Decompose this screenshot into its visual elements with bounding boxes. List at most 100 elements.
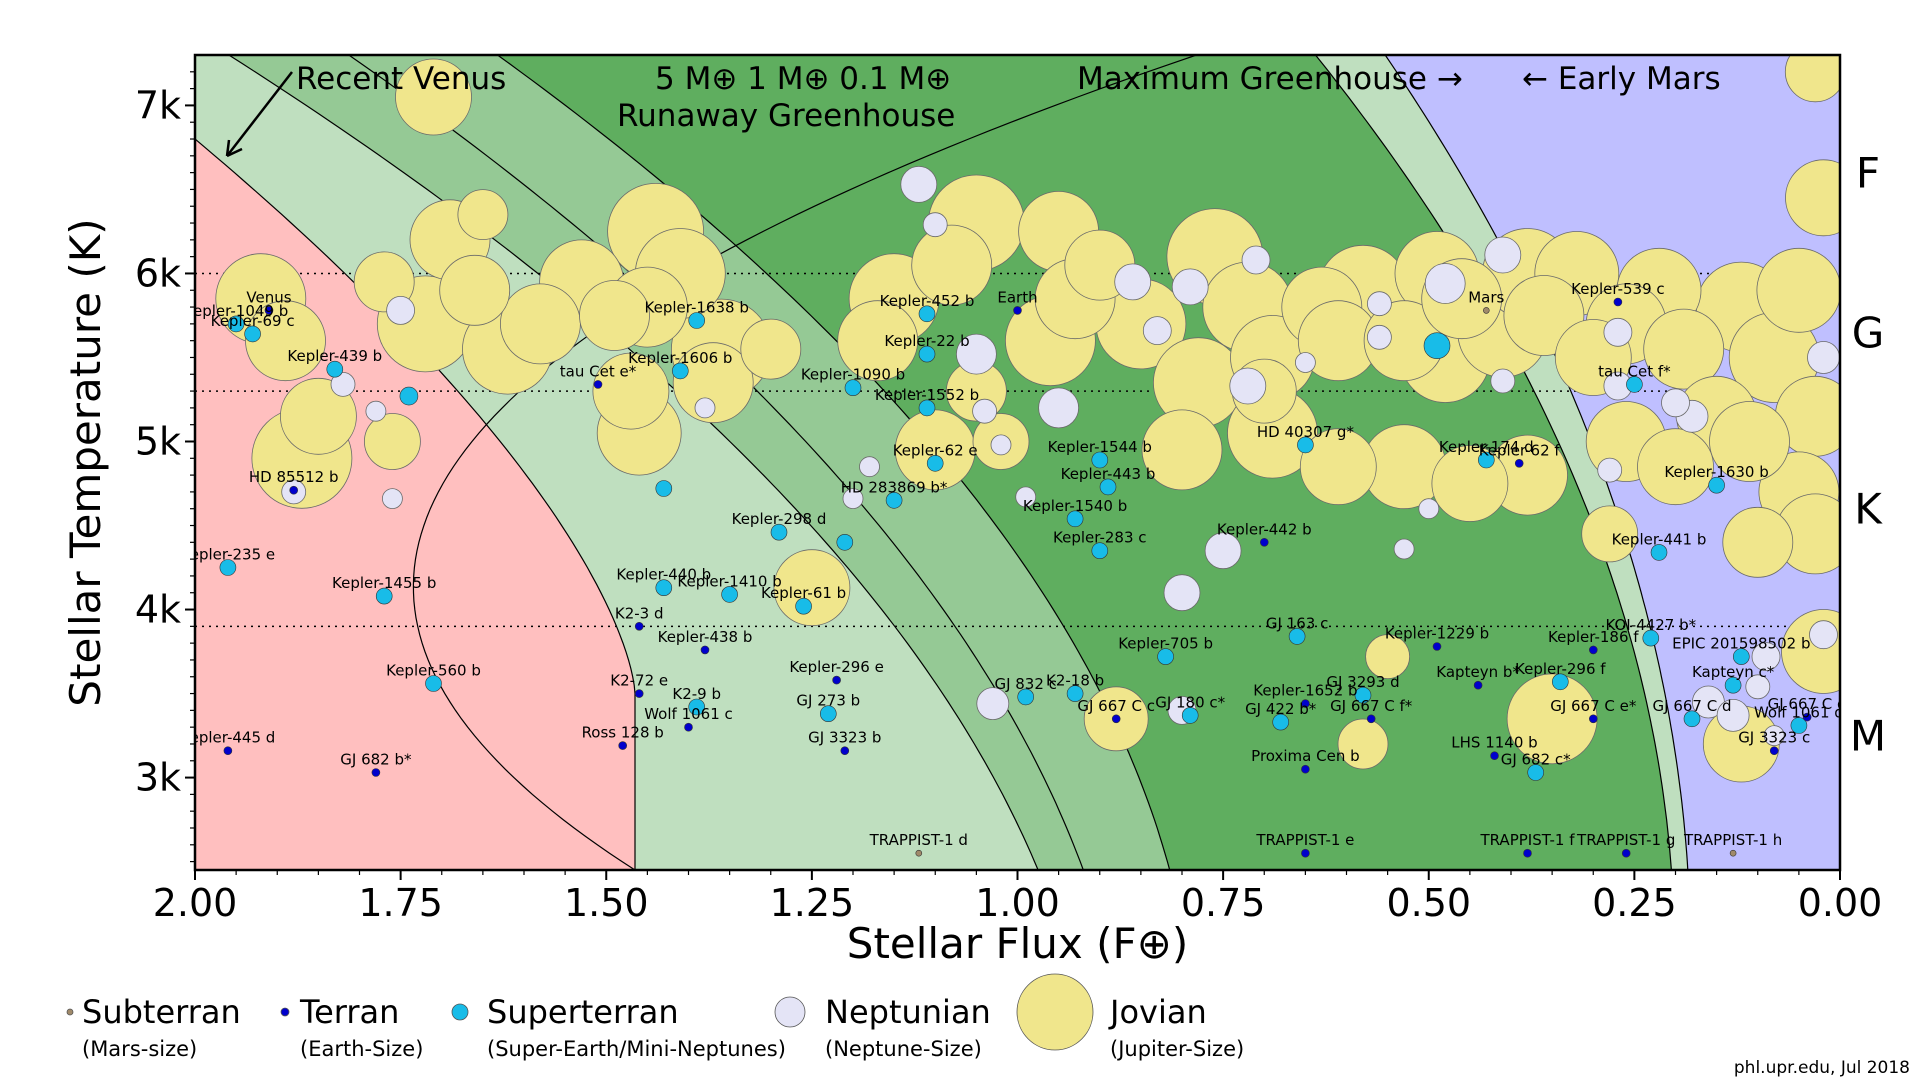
planet-label: Kepler-1606 b [628, 349, 732, 367]
planet-point [1527, 764, 1544, 781]
spectral-class-F: F [1856, 149, 1880, 198]
planet-point [223, 746, 233, 756]
planet-point [1683, 710, 1701, 728]
planet-point [1724, 676, 1742, 694]
planet-label: K2-9 b [672, 685, 721, 703]
planet-label: Kepler-186 f [1548, 628, 1639, 646]
jovian-legend-marker [1016, 973, 1094, 1051]
jovian-point [1756, 247, 1840, 333]
planet-point [1473, 680, 1483, 690]
planet-label: HD 40307 g* [1257, 423, 1355, 441]
y-tick-label: 4k [135, 588, 181, 632]
planet-point [1013, 306, 1022, 315]
neptunian-point [1424, 263, 1466, 304]
planet-label: Kepler-441 b [1612, 530, 1707, 548]
planet-point [770, 523, 788, 541]
planet-label: TRAPPIST-1 f [1479, 831, 1575, 849]
neptunian-point [1241, 245, 1271, 275]
planet-point [688, 698, 706, 716]
neptunian-point [694, 397, 716, 419]
legend: Subterran (Mars-size) Terran (Earth-Size) Su… [66, 973, 1244, 1061]
planet-label: Venus [246, 288, 291, 306]
planet-point [1769, 746, 1779, 756]
neptunian-point [1171, 268, 1209, 306]
planet-label: GJ 180 c* [1155, 693, 1225, 711]
planet-label: HD 85512 b [249, 468, 339, 486]
x-tick-label: 0.75 [1181, 881, 1266, 925]
planet-label: Kepler-1049 b [184, 302, 288, 320]
planet-label: K2-72 e [610, 672, 668, 690]
planet-point [326, 360, 344, 378]
planet-label: K2-3 d [615, 604, 664, 622]
neptunian-legend-label: Neptunian [825, 993, 991, 1031]
jovian-point [457, 189, 509, 241]
planet-label: Kepler-69 c [211, 312, 295, 330]
planet-label: Proxima Cen b [1251, 747, 1359, 765]
planet-label: Kepler-22 b [884, 332, 969, 350]
planet-point [819, 705, 837, 723]
neptunian-point [1603, 317, 1633, 347]
superterran-point [836, 533, 854, 551]
planet-point [1297, 436, 1314, 454]
neptunian-point [1484, 236, 1522, 274]
planet-label: Kapteyn b* [1436, 663, 1520, 681]
planet-label: GJ 3293 d [1326, 673, 1399, 691]
planet-label: Kepler-61 b [761, 584, 846, 602]
planet-label: TRAPPIST-1 e [1255, 831, 1354, 849]
superterran-legend-sub: (Super-Earth/Mini-Neptunes) [487, 1037, 786, 1061]
planet-label: GJ 832 c [994, 675, 1056, 693]
planet-label: GJ 667 C f* [1330, 697, 1413, 715]
jovian-point [1637, 428, 1714, 506]
jovian-point [395, 58, 472, 136]
planet-label: Kepler-1544 b [1048, 438, 1152, 456]
neptunian-point [956, 333, 997, 375]
neptunian-point [1751, 642, 1781, 671]
planet-label: GJ 667 C c [1077, 697, 1155, 715]
planet-point [1729, 849, 1737, 857]
planet-point [1091, 451, 1109, 469]
planet-point [926, 454, 944, 472]
planet-point [1802, 712, 1812, 722]
x-tick-label: 1.25 [770, 881, 855, 925]
planet-point [918, 345, 936, 363]
planet-label: Kepler-1630 b [1664, 463, 1768, 481]
planet-label: GJ 682 c* [1501, 751, 1571, 769]
planet-point [1354, 686, 1372, 704]
planet-label: GJ 3323 c [1738, 729, 1810, 747]
planet-label: K2-18 b [1046, 672, 1104, 690]
planet-point [1066, 685, 1084, 702]
jovian-point [1722, 506, 1794, 578]
jovian-point [245, 300, 326, 382]
x-tick-label: 0.50 [1386, 881, 1471, 925]
planet-label: Kepler-438 b [658, 628, 753, 646]
planet-point [618, 741, 628, 750]
neptunian-point [1114, 263, 1152, 301]
neptunian-point [1229, 367, 1267, 405]
planet-point [918, 305, 936, 323]
planet-label: Mars [1468, 288, 1504, 306]
planet-point [1642, 629, 1660, 647]
planet-label: GJ 422 b* [1245, 700, 1317, 718]
neptunian-legend-marker [774, 996, 806, 1028]
planet-label: Kepler-296 e [789, 658, 883, 676]
planet-point [1552, 673, 1569, 691]
neptunian-point [1142, 316, 1172, 346]
zone-boundary-5 [1315, 55, 1672, 870]
neptunian-point [330, 371, 356, 397]
neptunian-legend-sub: (Neptune-Size) [825, 1037, 982, 1061]
runaway-greenhouse-label: Runaway Greenhouse [617, 98, 955, 134]
planet-label: Earth [997, 288, 1037, 306]
planet-label: tau Cet f* [1598, 362, 1671, 380]
planet-point [844, 379, 862, 397]
superterran-point [655, 480, 673, 497]
subterran-legend-sub: (Mars-size) [82, 1037, 197, 1061]
jovian-point [592, 352, 670, 430]
x-tick-label: 1.50 [564, 881, 649, 925]
planet-point [219, 559, 237, 576]
jovian-point [911, 224, 993, 306]
planet-label: Kepler-442 b [1217, 520, 1312, 538]
planet-point [1523, 848, 1532, 858]
terran-legend-marker [280, 1007, 290, 1017]
